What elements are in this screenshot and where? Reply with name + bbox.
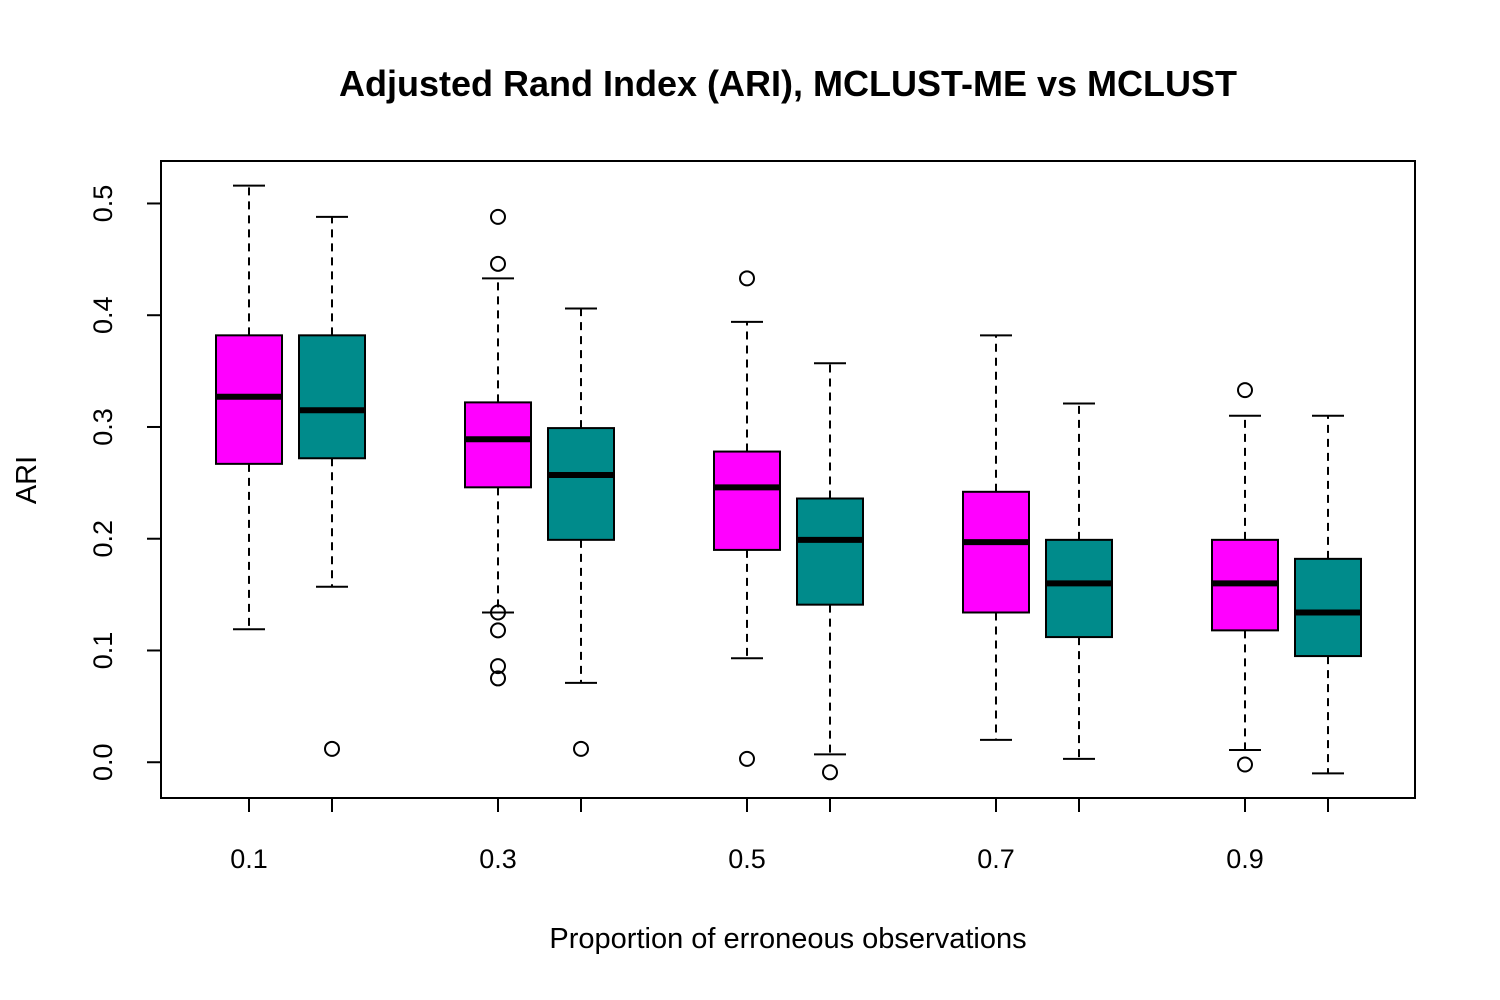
box	[1045, 538, 1113, 639]
outlier-point	[490, 604, 506, 621]
y-tick-label: 0.2	[88, 520, 118, 558]
y-axis-label: ARI	[11, 456, 43, 504]
outlier-point	[573, 740, 589, 757]
x-tick-label: 0.7	[977, 844, 1015, 874]
outlier-point	[490, 670, 506, 687]
box	[464, 401, 532, 489]
box	[796, 497, 864, 606]
plot-frame	[160, 160, 1416, 799]
x-tick-label: 0.9	[1226, 844, 1264, 874]
outlier-point	[739, 270, 755, 287]
chart-title: Adjusted Rand Index (ARI), MCLUST-ME vs …	[339, 63, 1237, 104]
y-tick-label: 0.1	[88, 632, 118, 670]
x-tick-label: 0.5	[728, 844, 766, 874]
outlier-point	[739, 750, 755, 767]
outlier-point	[1237, 756, 1253, 773]
outlier-point	[324, 740, 340, 757]
box	[547, 427, 615, 541]
outlier-point	[490, 622, 506, 639]
outlier-point	[490, 255, 506, 272]
y-tick-label: 0.5	[88, 185, 118, 223]
y-tick-label: 0.3	[88, 408, 118, 446]
x-tick-label: 0.1	[230, 844, 268, 874]
box	[713, 450, 781, 551]
outlier-point	[490, 658, 506, 675]
box-group	[215, 184, 1362, 781]
box	[1294, 557, 1362, 658]
box	[962, 490, 1030, 614]
x-tick-label: 0.3	[479, 844, 517, 874]
y-tick-label: 0.0	[88, 743, 118, 781]
x-axis-label: Proportion of erroneous observations	[549, 923, 1026, 955]
outlier-point	[1237, 382, 1253, 399]
outlier-point	[822, 764, 838, 781]
y-axis: 0.0 0.1 0.2 0.3 0.4 0.5	[88, 185, 162, 781]
x-axis: 0.1 0.3 0.5 0.7 0.9	[230, 798, 1329, 874]
outlier-point	[490, 208, 506, 225]
box	[298, 334, 366, 460]
y-tick-label: 0.4	[88, 296, 118, 334]
